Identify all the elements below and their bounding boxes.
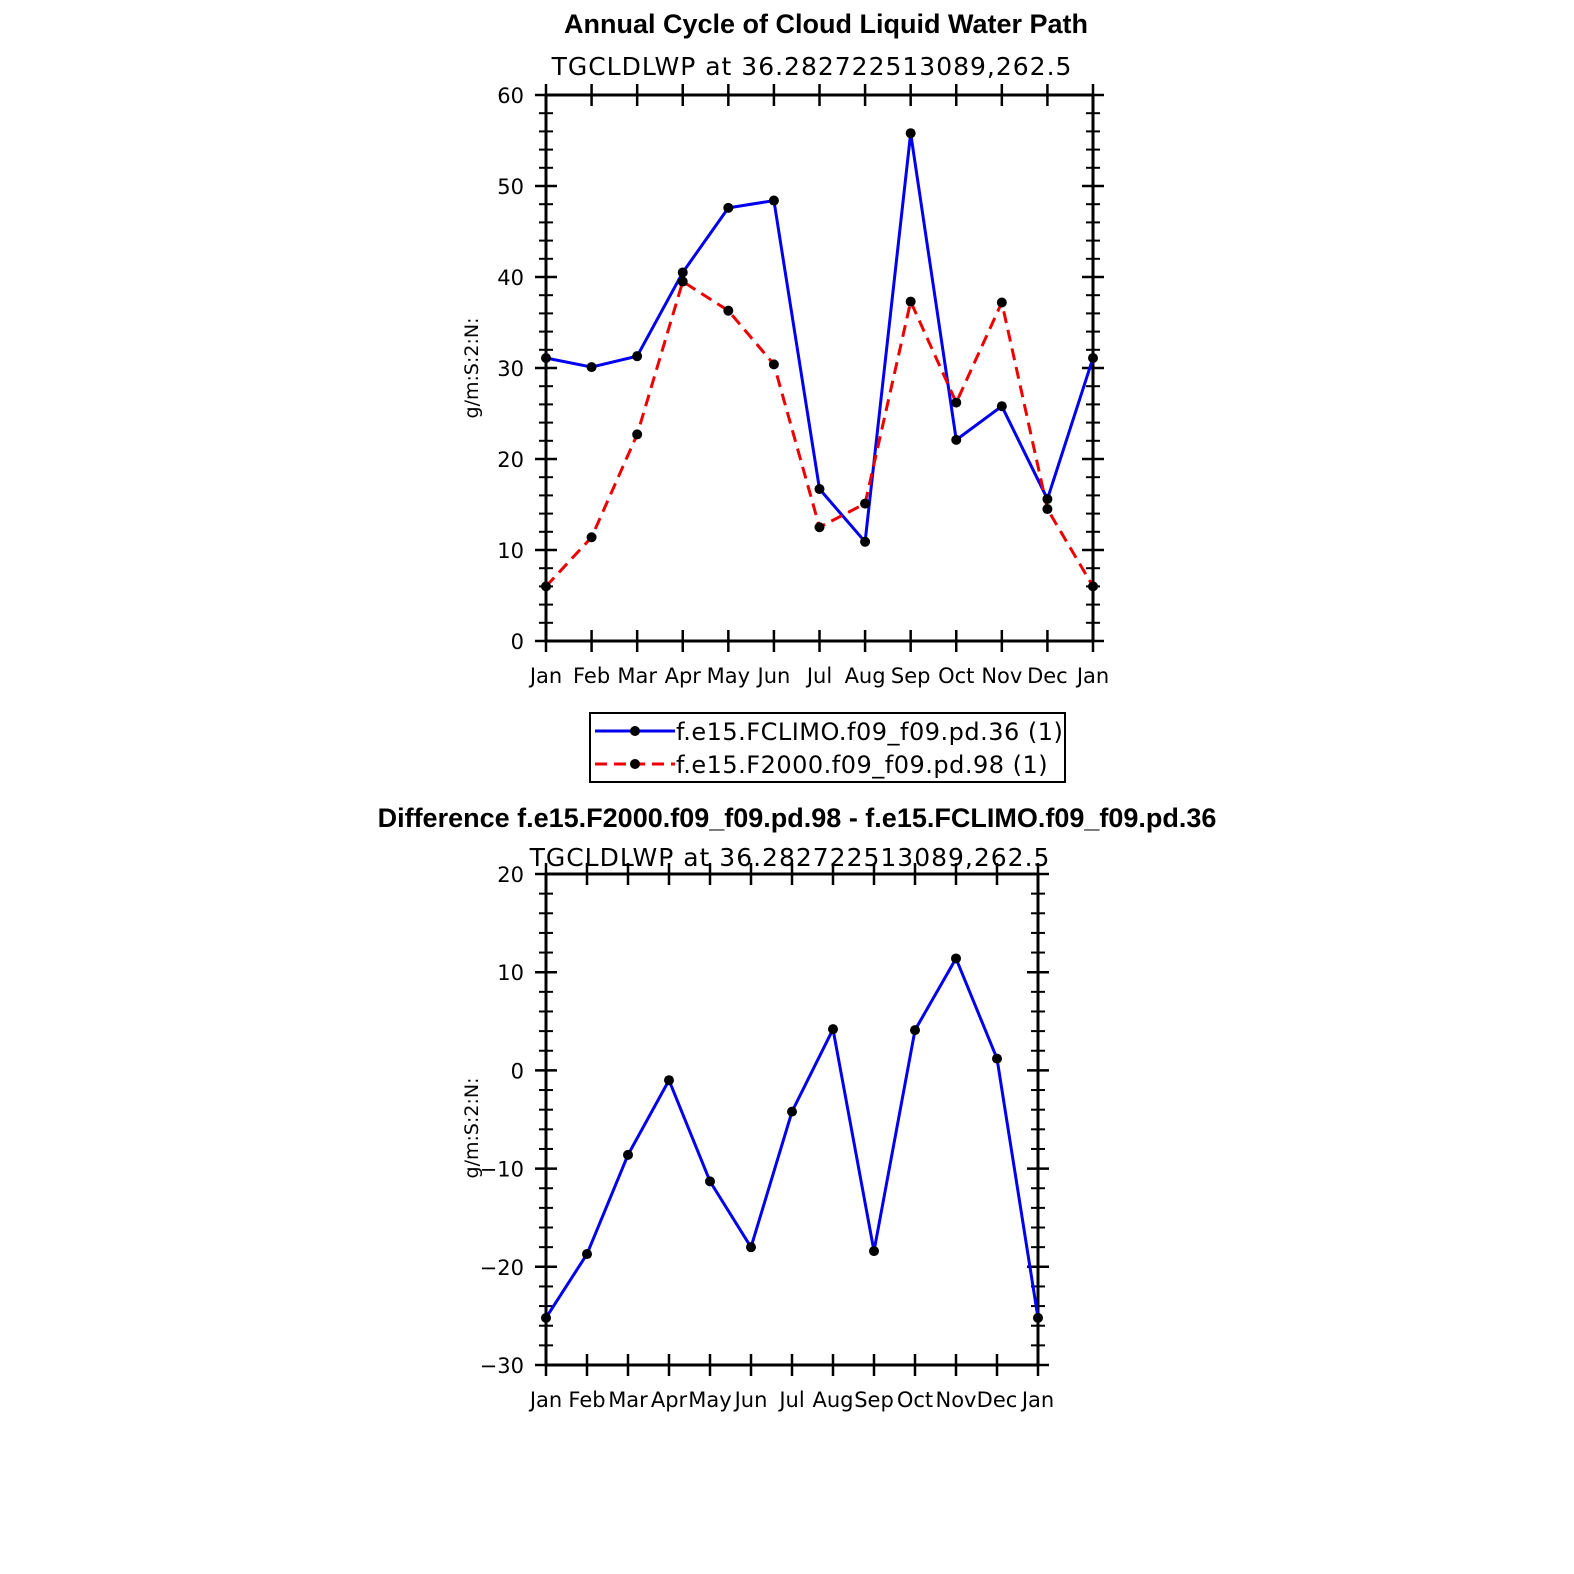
data-point-1 <box>705 1176 715 1187</box>
data-point-2 <box>677 276 688 287</box>
x-tick-label: Sep <box>891 664 931 688</box>
axes: Jan Feb Mar Apr May Jun Jul Aug Sep Oct Nov Dec Jan0… <box>497 84 1109 688</box>
data-point-1 <box>992 1053 1002 1064</box>
y-tick-label: 10 <box>497 539 524 563</box>
data-point-2 <box>723 305 734 316</box>
data-point-1 <box>768 195 779 206</box>
y-tick-label: 40 <box>497 266 524 290</box>
data-point-2 <box>951 397 962 408</box>
chart-title: Difference f.e15.F2000.f09_f09.pd.98 - f… <box>378 803 1217 833</box>
chart-subtitle: TGCLDLWP at 36.282722513089,262.5 <box>551 52 1073 81</box>
x-tick-label: Jan <box>1075 664 1109 688</box>
series-layer <box>541 128 1098 592</box>
x-tick-label: Jan <box>528 1388 562 1412</box>
legend-label-2: f.e15.F2000.f09_f09.pd.98 (1) <box>676 751 1048 779</box>
data-point-1 <box>787 1106 797 1117</box>
data-point-1 <box>541 1312 551 1323</box>
data-point-2 <box>860 498 871 509</box>
y-tick-label: 20 <box>497 448 524 472</box>
legend-marker-1 <box>630 726 640 736</box>
y-tick-label: 0 <box>511 1059 524 1083</box>
data-point-1 <box>623 1149 633 1160</box>
x-tick-label: Jun <box>756 664 791 688</box>
y-tick-label: −30 <box>480 1354 524 1378</box>
data-point-2 <box>1042 504 1053 515</box>
x-tick-label: Dec <box>977 1388 1018 1412</box>
series-layer <box>541 953 1043 1323</box>
data-point-1 <box>586 362 597 373</box>
x-tick-label: May <box>688 1388 731 1412</box>
x-tick-label: Jan <box>528 664 562 688</box>
data-point-1 <box>582 1249 592 1260</box>
y-tick-label: 30 <box>497 357 524 381</box>
legend: f.e15.FCLIMO.f09_f09.pd.36 (1) f.e15.F20… <box>589 712 1066 783</box>
data-point-1 <box>869 1246 879 1257</box>
difference-chart: Difference f.e15.F2000.f09_f09.pd.98 - f… <box>378 803 1217 1412</box>
y-tick-label: 50 <box>497 175 524 199</box>
x-tick-label: Jul <box>805 664 832 688</box>
x-tick-label: Feb <box>573 664 610 688</box>
chart-subtitle: TGCLDLWP at 36.282722513089,262.5 <box>529 843 1051 872</box>
y-tick-label: 20 <box>497 863 524 887</box>
x-tick-label: Jul <box>777 1388 804 1412</box>
x-tick-label: Dec <box>1027 664 1068 688</box>
x-tick-label: Nov <box>981 664 1022 688</box>
data-point-2 <box>1088 581 1098 592</box>
data-point-1 <box>746 1242 756 1253</box>
data-point-1 <box>723 202 734 213</box>
data-point-2 <box>814 522 825 533</box>
x-tick-label: Oct <box>897 1388 933 1412</box>
x-tick-label: Sep <box>854 1388 894 1412</box>
data-point-1 <box>828 1024 838 1035</box>
y-tick-label: −10 <box>480 1158 524 1182</box>
data-point-1 <box>1033 1312 1043 1323</box>
x-tick-label: Apr <box>665 664 702 688</box>
data-point-1 <box>996 401 1007 412</box>
x-tick-label: Apr <box>651 1388 688 1412</box>
y-tick-label: 0 <box>511 630 524 654</box>
x-tick-label: Mar <box>617 664 657 688</box>
data-point-2 <box>768 359 779 370</box>
annual-cycle-chart: Annual Cycle of Cloud Liquid Water Path … <box>461 9 1109 783</box>
data-point-2 <box>996 297 1007 308</box>
data-point-2 <box>632 429 643 440</box>
data-point-1 <box>860 536 871 547</box>
x-tick-label: Jan <box>1020 1388 1054 1412</box>
x-tick-label: Aug <box>845 664 886 688</box>
data-point-2 <box>905 296 916 307</box>
y-axis-label: g/m:S:2:N: <box>461 318 483 419</box>
chart-title: Annual Cycle of Cloud Liquid Water Path <box>564 9 1088 39</box>
x-tick-label: Aug <box>812 1388 853 1412</box>
x-tick-label: Jun <box>733 1388 768 1412</box>
legend-entry-1: f.e15.FCLIMO.f09_f09.pd.36 (1) <box>595 718 1063 746</box>
y-tick-label: 10 <box>497 961 524 985</box>
data-point-1 <box>1042 494 1053 505</box>
x-tick-label: Oct <box>938 664 974 688</box>
data-point-1 <box>1088 352 1098 363</box>
data-point-2 <box>586 532 597 543</box>
axes: Jan Feb Mar Apr May Jun Jul Aug Sep Oct Nov Dec Jan−… <box>480 863 1054 1412</box>
data-point-1 <box>814 484 825 495</box>
data-point-1 <box>632 351 643 362</box>
x-tick-label: May <box>707 664 750 688</box>
y-tick-label: −20 <box>480 1256 524 1280</box>
data-point-1 <box>951 953 961 964</box>
x-tick-label: Nov <box>936 1388 977 1412</box>
x-tick-label: Feb <box>568 1388 605 1412</box>
legend-label-1: f.e15.FCLIMO.f09_f09.pd.36 (1) <box>676 718 1063 746</box>
data-point-1 <box>677 267 688 278</box>
data-point-1 <box>541 352 551 363</box>
data-point-1 <box>905 128 916 139</box>
legend-box <box>589 712 1066 783</box>
y-tick-label: 60 <box>497 84 524 108</box>
data-point-1 <box>910 1025 920 1036</box>
legend-entry-2: f.e15.F2000.f09_f09.pd.98 (1) <box>595 751 1048 779</box>
data-point-2 <box>541 581 551 592</box>
x-tick-label: Mar <box>608 1388 648 1412</box>
data-point-1 <box>664 1075 674 1086</box>
data-point-1 <box>951 434 962 445</box>
y-axis-label: g/m:S:2:N: <box>461 1078 483 1179</box>
legend-marker-2 <box>630 759 640 769</box>
